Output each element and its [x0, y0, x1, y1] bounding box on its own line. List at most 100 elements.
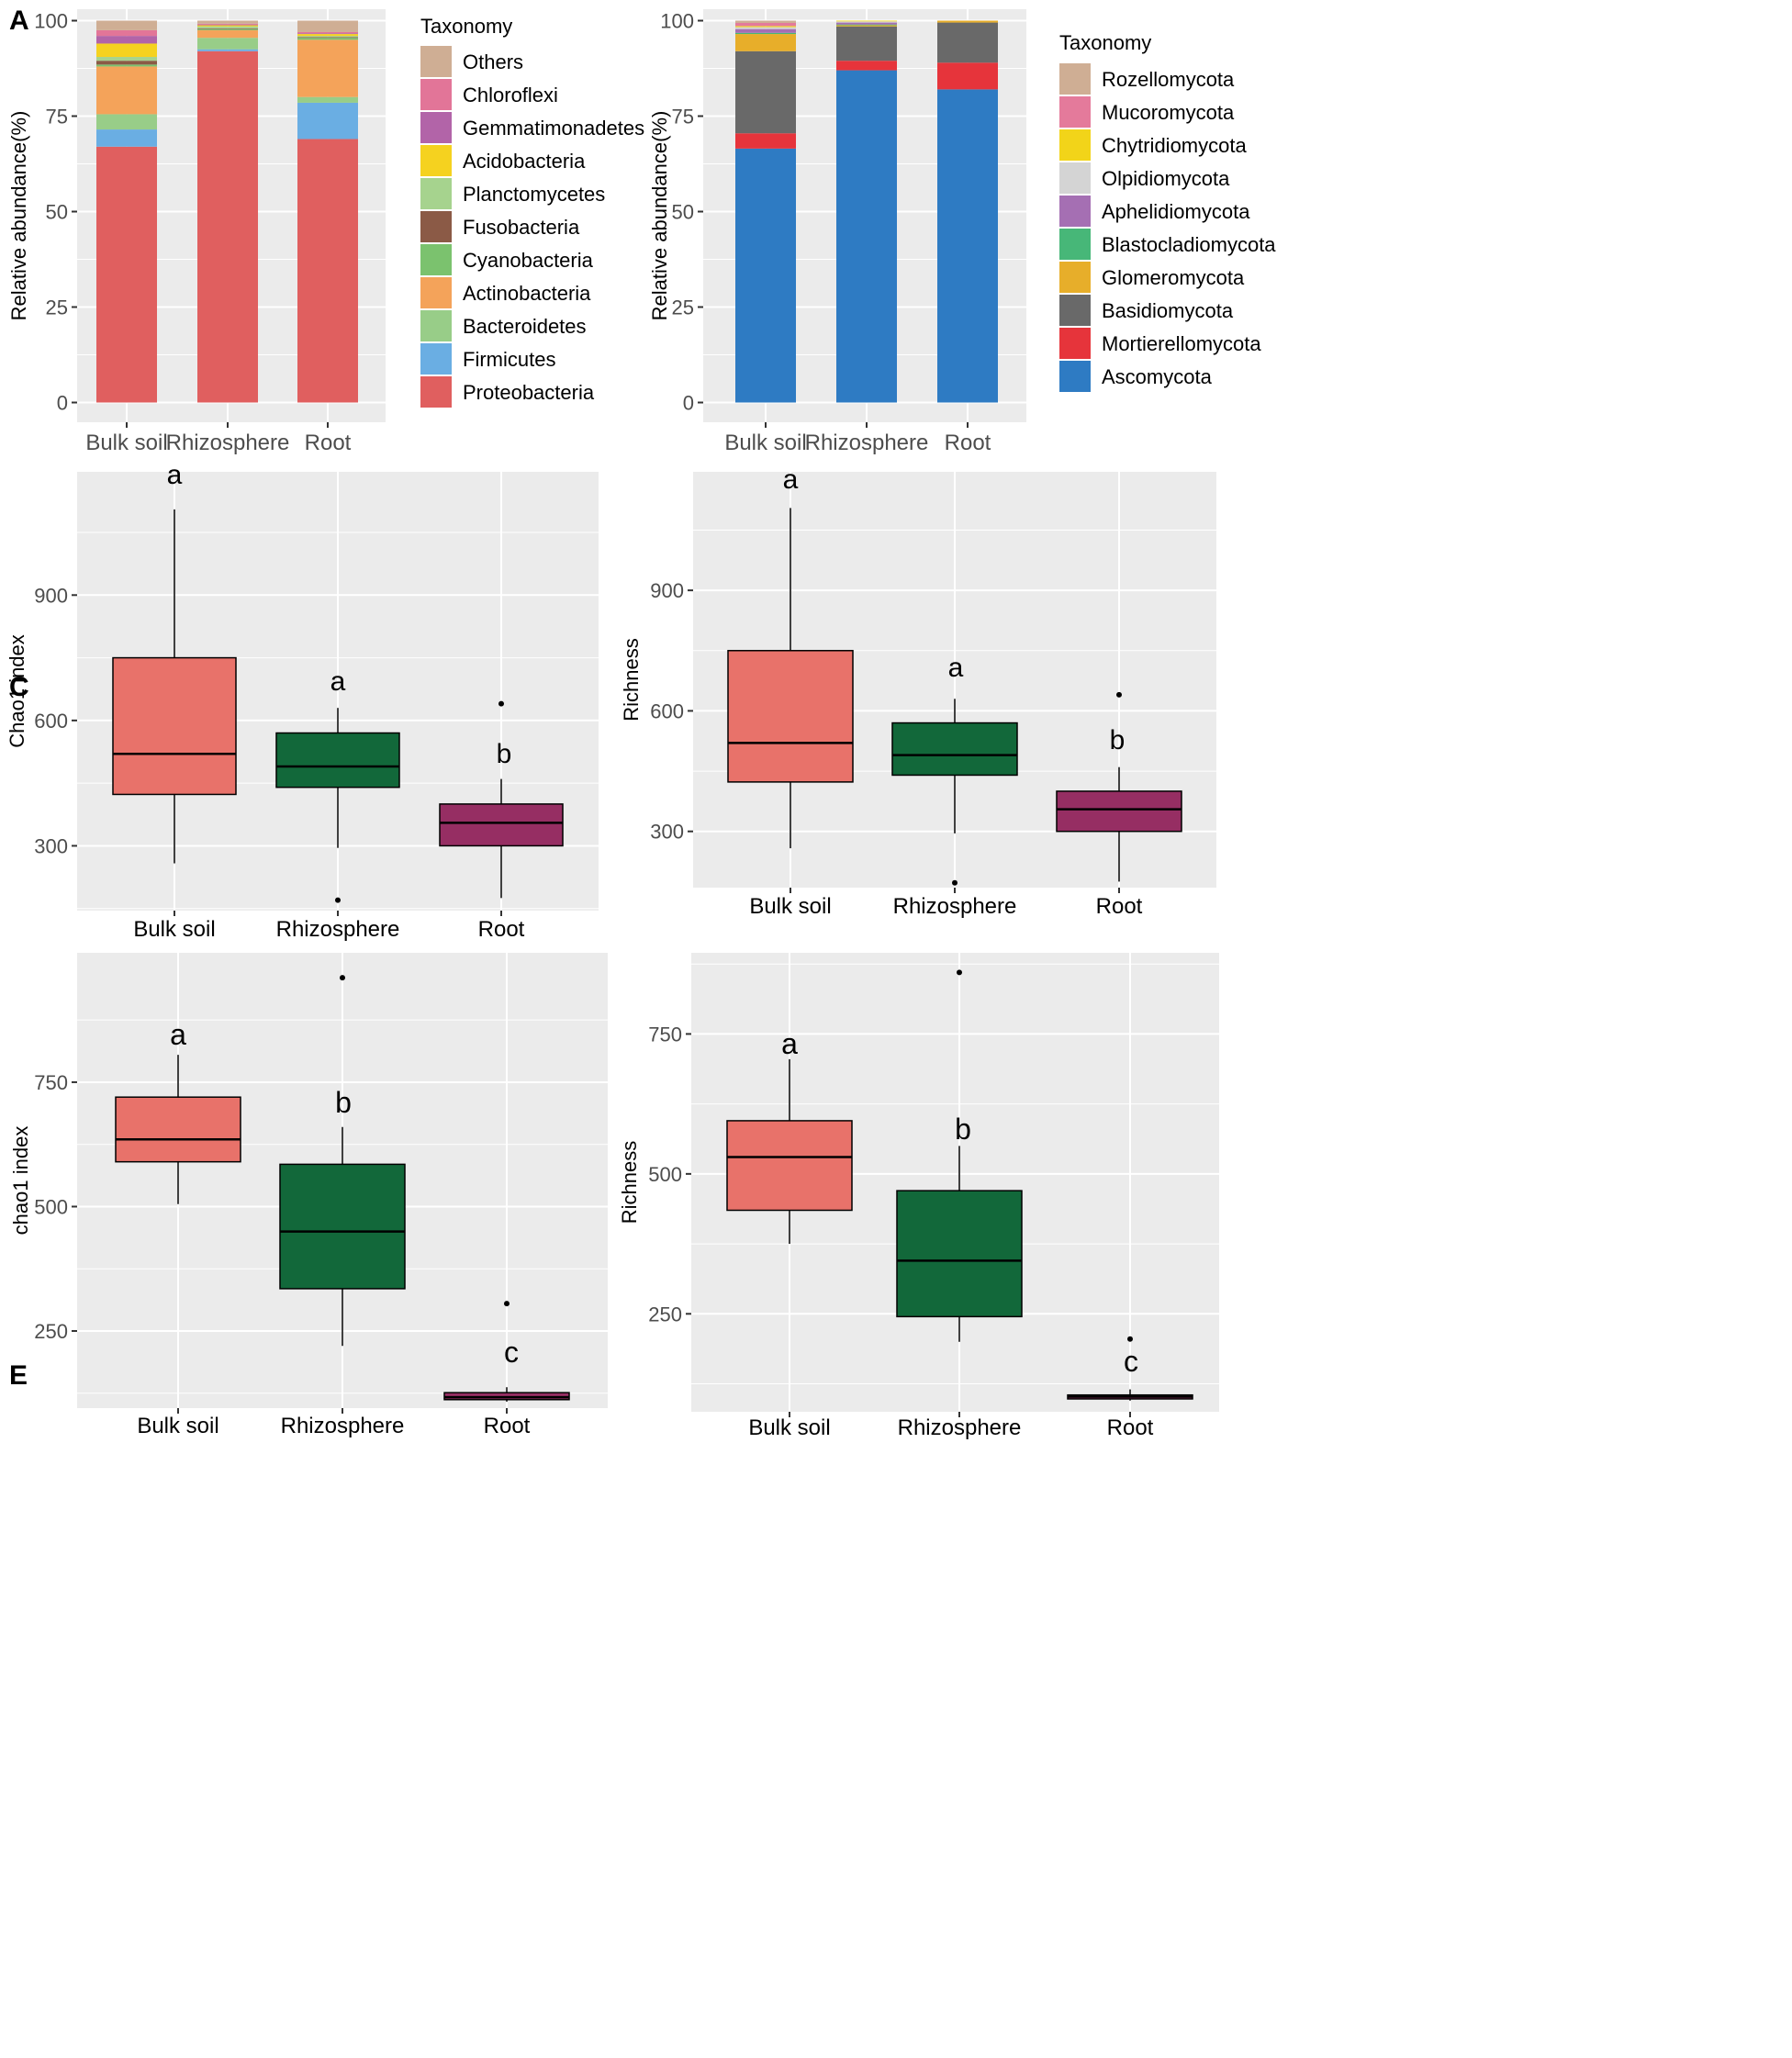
legend-swatch-aphelidiomycota	[1059, 196, 1091, 227]
bar-segment-actinobacteria-bulk-soil	[96, 66, 157, 115]
bar-segment-olpidiomycota-rhizosphere	[836, 21, 897, 23]
legend-swatch-gemmatimonadetes	[420, 112, 452, 143]
y-tick-label: 300	[34, 834, 68, 857]
bar-segment-ascomycota-bulk-soil	[735, 148, 796, 403]
y-axis-title: Richness	[618, 1141, 641, 1224]
y-axis-title: Relative abundance(%)	[648, 111, 671, 321]
x-tick-label: Bulk soil	[137, 1414, 218, 1438]
significance-letter-bulk-soil: a	[167, 460, 183, 490]
legend-swatch-acidobacteria	[420, 145, 452, 176]
y-tick-label: 300	[650, 821, 684, 844]
outlier-point-rhizosphere	[952, 879, 958, 886]
y-tick-label: 500	[648, 1163, 682, 1186]
bar-segment-others-rhizosphere	[197, 20, 258, 24]
legend-label-planctomycetes: Planctomycetes	[463, 183, 605, 206]
legend-label-actinobacteria: Actinobacteria	[463, 282, 591, 305]
bar-segment-cyanobacteria-bulk-soil	[96, 64, 157, 67]
x-tick-label: Rhizosphere	[893, 894, 1017, 919]
bar-segment-bacteroidetes-root	[297, 96, 358, 103]
x-tick-label: Bulk soil	[85, 431, 167, 455]
significance-letter-rhizosphere: a	[330, 666, 346, 697]
bar-segment-bacteroidetes-rhizosphere	[197, 38, 258, 50]
panel-label-a: A	[9, 6, 29, 36]
bar-segment-mortierellomycota-bulk-soil	[735, 133, 796, 149]
bar-segment-gemmatimonadetes-root	[297, 33, 358, 35]
bar-segment-mortierellomycota-rhizosphere	[836, 61, 897, 71]
x-tick-label: Bulk soil	[724, 431, 806, 455]
box-rhizosphere	[891, 721, 1018, 777]
legend-swatch-chytridiomycota	[1059, 129, 1091, 161]
panel-e: E 250 500 750 Bulk soil a Rhizosphere b Root c ch…	[9, 953, 608, 1438]
x-tick-label: Root	[484, 1414, 531, 1438]
box-bulk-soil	[112, 656, 237, 796]
box-rhizosphere	[279, 1163, 406, 1290]
bar-segment-rozellomycota-bulk-soil	[735, 20, 796, 23]
bar-segment-chytridiomycota-bulk-soil	[735, 26, 796, 28]
y-tick-label: 250	[648, 1303, 682, 1325]
bar-segment-firmicutes-rhizosphere	[197, 49, 258, 51]
legend-label-firmicutes: Firmicutes	[463, 348, 555, 371]
y-tick-label: 50	[672, 201, 694, 224]
x-tick-label: Bulk soil	[133, 917, 215, 942]
y-tick-label: 750	[34, 1071, 68, 1094]
x-tick-label: Rhizosphere	[281, 1414, 405, 1438]
bar-segment-ascomycota-root	[937, 89, 998, 403]
legend-label-chytridiomycota: Chytridiomycota	[1102, 134, 1247, 157]
box-bulk-soil	[726, 1120, 853, 1212]
y-tick-label: 0	[683, 392, 694, 415]
x-tick-label: Root	[945, 431, 991, 455]
bar-segment-gemmatimonadetes-rhizosphere	[197, 24, 258, 26]
significance-letter-rhizosphere: b	[955, 1113, 971, 1146]
y-tick-label: 900	[34, 584, 68, 607]
legend-swatch-mortierellomycota	[1059, 328, 1091, 359]
y-axis-title: Relative abundance(%)	[7, 111, 30, 321]
y-tick-label: 750	[648, 1023, 682, 1046]
y-tick-label: 100	[34, 10, 68, 33]
legend-label-olpidiomycota: Olpidiomycota	[1102, 167, 1230, 190]
bar-segment-acidobacteria-root	[297, 34, 358, 37]
box-root	[1056, 790, 1182, 833]
y-tick-label: 25	[672, 296, 694, 319]
legend-label-glomeromycota: Glomeromycota	[1102, 266, 1245, 289]
bar-segment-cyanobacteria-root	[297, 38, 358, 40]
legend-swatch-planctomycetes	[420, 178, 452, 209]
legend-swatch-chloroflexi	[420, 79, 452, 110]
x-tick-label: Root	[478, 917, 525, 942]
outlier-point-root	[498, 700, 504, 707]
bar-segment-blastocladiomycota-rhizosphere	[836, 24, 897, 26]
bar-segment-basidiomycota-rhizosphere	[836, 26, 897, 62]
bar-segment-glomeromycota-rhizosphere	[836, 25, 897, 27]
legend-swatch-cyanobacteria	[420, 244, 452, 275]
bar-segment-proteobacteria-root	[297, 139, 358, 403]
y-tick-label: 25	[46, 296, 68, 319]
x-tick-label: Rhizosphere	[166, 431, 290, 455]
bar-segment-bacteroidetes-bulk-soil	[96, 114, 157, 130]
outlier-point-root	[1116, 691, 1122, 698]
legend-swatch-glomeromycota	[1059, 262, 1091, 293]
bar-segment-gemmatimonadetes-bulk-soil	[96, 36, 157, 44]
bar-segment-planctomycetes-bulk-soil	[96, 57, 157, 62]
legend-label-fusobacteria: Fusobacteria	[463, 216, 580, 239]
significance-letter-root: c	[504, 1336, 519, 1369]
significance-letter-bulk-soil: a	[783, 464, 799, 495]
y-tick-label: 75	[672, 106, 694, 129]
bar-segment-others-bulk-soil	[96, 20, 157, 30]
bar-segment-mucoromycota-bulk-soil	[735, 22, 796, 27]
legend-swatch-proteobacteria	[420, 376, 452, 408]
legend-label-aphelidiomycota: Aphelidiomycota	[1102, 200, 1250, 223]
panel-c: C 300 600 900 Bulk soil a Rhizosphere a Root b Ch…	[6, 460, 599, 942]
legend-label-bacteroidetes: Bacteroidetes	[463, 315, 587, 338]
legend-swatch-others	[420, 46, 452, 77]
bar-segment-firmicutes-bulk-soil	[96, 129, 157, 147]
x-tick-label: Bulk soil	[749, 894, 831, 919]
significance-letter-root: c	[1124, 1345, 1138, 1378]
legend-swatch-basidiomycota	[1059, 295, 1091, 326]
legend-swatch-actinobacteria	[420, 277, 452, 308]
bar-segment-ascomycota-rhizosphere	[836, 70, 897, 403]
y-tick-label: 600	[650, 699, 684, 722]
significance-letter-rhizosphere: b	[335, 1086, 352, 1119]
boxplot-chart-c: 300 600 900 Bulk soil a Rhizosphere a Root b Chao…	[6, 460, 599, 942]
